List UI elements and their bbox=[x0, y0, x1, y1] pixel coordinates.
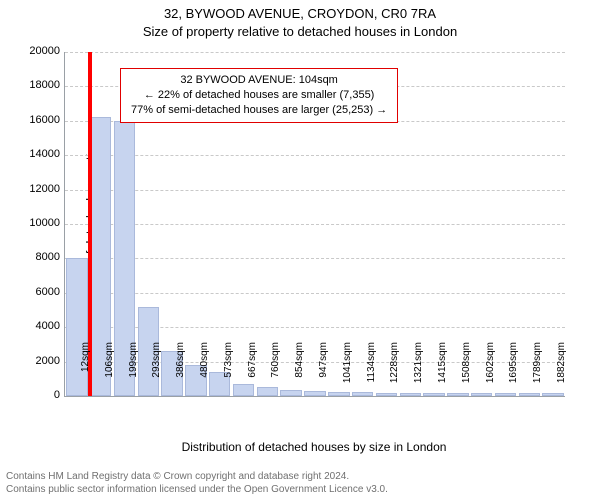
annotation-line: ← 22% of detached houses are smaller (7,… bbox=[131, 88, 387, 103]
x-tick-label: 386sqm bbox=[175, 342, 186, 402]
x-tick-label: 12sqm bbox=[80, 342, 91, 402]
x-tick-label: 1321sqm bbox=[413, 342, 424, 402]
x-tick-label: 199sqm bbox=[128, 342, 139, 402]
gridline bbox=[65, 52, 565, 53]
x-tick-label: 947sqm bbox=[318, 342, 329, 402]
y-tick-label: 20000 bbox=[10, 45, 60, 57]
chart-title-sub: Size of property relative to detached ho… bbox=[0, 24, 600, 39]
x-tick-label: 1882sqm bbox=[556, 342, 567, 402]
gridline bbox=[65, 258, 565, 259]
x-tick-label: 1041sqm bbox=[342, 342, 353, 402]
footer-attribution: Contains HM Land Registry data © Crown c… bbox=[6, 470, 388, 496]
annotation-box: 32 BYWOOD AVENUE: 104sqm← 22% of detache… bbox=[120, 68, 398, 123]
y-tick-label: 2000 bbox=[10, 355, 60, 367]
y-tick-label: 18000 bbox=[10, 79, 60, 91]
footer-line1: Contains HM Land Registry data © Crown c… bbox=[6, 470, 388, 483]
x-tick-label: 106sqm bbox=[104, 342, 115, 402]
gridline bbox=[65, 190, 565, 191]
footer-line2: Contains public sector information licen… bbox=[6, 483, 388, 496]
x-tick-label: 1415sqm bbox=[437, 342, 448, 402]
y-tick-label: 14000 bbox=[10, 148, 60, 160]
x-tick-label: 293sqm bbox=[151, 342, 162, 402]
x-tick-label: 1228sqm bbox=[389, 342, 400, 402]
annotation-line: 32 BYWOOD AVENUE: 104sqm bbox=[131, 73, 387, 88]
x-tick-label: 760sqm bbox=[270, 342, 281, 402]
y-tick-label: 16000 bbox=[10, 114, 60, 126]
gridline bbox=[65, 293, 565, 294]
x-tick-label: 573sqm bbox=[223, 342, 234, 402]
y-tick-label: 0 bbox=[10, 389, 60, 401]
y-tick-label: 6000 bbox=[10, 286, 60, 298]
x-axis-label: Distribution of detached houses by size … bbox=[64, 440, 564, 454]
annotation-line: 77% of semi-detached houses are larger (… bbox=[131, 103, 387, 118]
y-tick-label: 4000 bbox=[10, 320, 60, 332]
y-tick-label: 8000 bbox=[10, 251, 60, 263]
x-tick-label: 1695sqm bbox=[508, 342, 519, 402]
gridline bbox=[65, 224, 565, 225]
x-tick-label: 854sqm bbox=[294, 342, 305, 402]
x-tick-label: 1134sqm bbox=[366, 342, 377, 402]
y-tick-label: 12000 bbox=[10, 183, 60, 195]
chart-title-main: 32, BYWOOD AVENUE, CROYDON, CR0 7RA bbox=[0, 6, 600, 21]
x-tick-label: 667sqm bbox=[247, 342, 258, 402]
x-tick-label: 480sqm bbox=[199, 342, 210, 402]
chart-container: 32, BYWOOD AVENUE, CROYDON, CR0 7RA Size… bbox=[0, 0, 600, 500]
x-tick-label: 1508sqm bbox=[461, 342, 472, 402]
x-tick-label: 1602sqm bbox=[485, 342, 496, 402]
y-tick-label: 10000 bbox=[10, 217, 60, 229]
x-tick-label: 1789sqm bbox=[532, 342, 543, 402]
gridline bbox=[65, 155, 565, 156]
